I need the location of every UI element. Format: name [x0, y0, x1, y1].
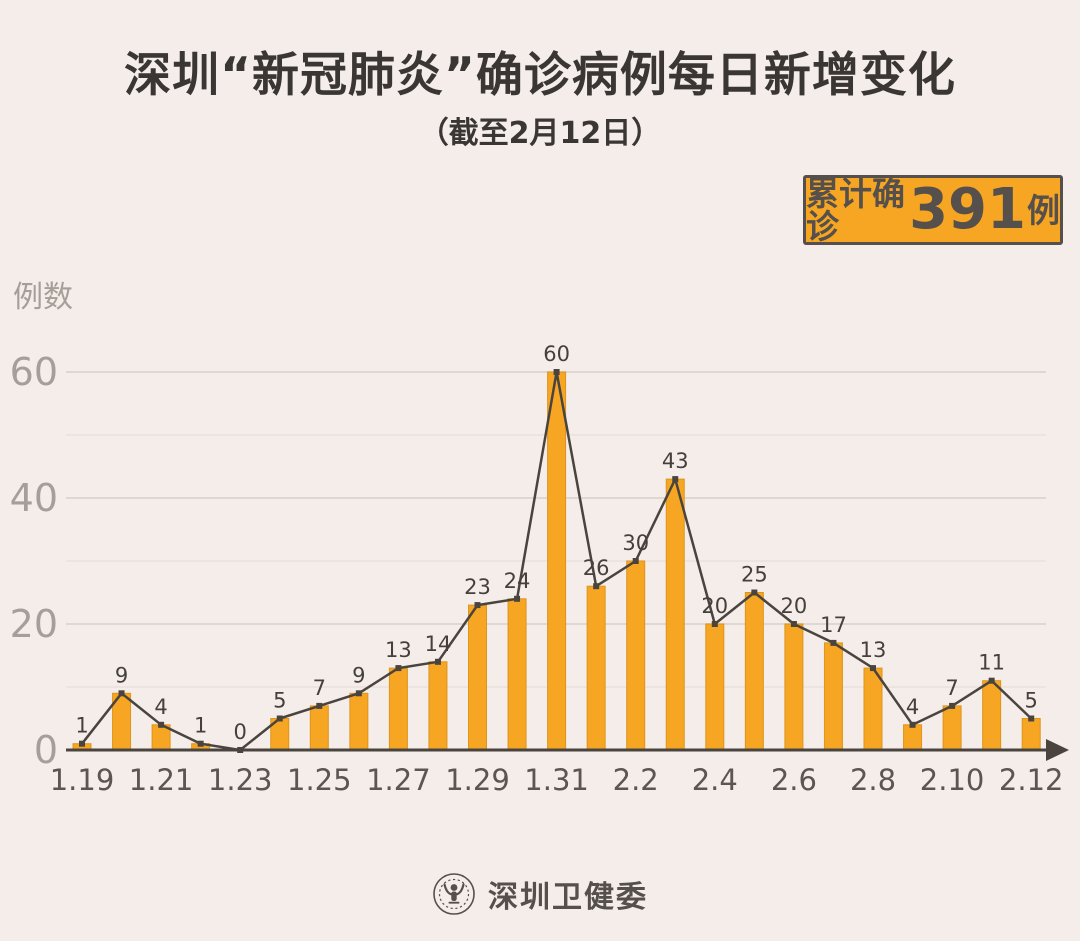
value-label-2.1: 26 [583, 556, 610, 580]
data-point-marker-1.19 [79, 740, 85, 747]
data-point-marker-1.24 [276, 715, 283, 722]
y-tick-label-20: 20 [10, 602, 58, 646]
value-label-2.2: 30 [622, 531, 649, 555]
data-point-marker-1.31 [553, 369, 560, 375]
data-point-marker-2.6 [790, 621, 797, 627]
y-tick-label-40: 40 [10, 476, 58, 520]
bar-1.26 [349, 692, 369, 751]
bar-2.2 [626, 560, 646, 751]
data-point-marker-1.29 [474, 602, 481, 609]
data-point-marker-1.21 [158, 721, 165, 728]
data-point-marker-2.10 [949, 702, 956, 709]
value-label-2.11: 11 [978, 651, 1005, 675]
value-label-2.4: 20 [701, 594, 728, 618]
value-label-1.23: 0 [234, 720, 247, 744]
value-label-2.7: 17 [820, 613, 847, 637]
bar-2.12 [1021, 718, 1041, 751]
data-point-marker-2.4 [711, 621, 718, 627]
data-point-marker-1.26 [355, 690, 362, 697]
footer-source-text: 深圳卫健委 [488, 880, 648, 915]
x-tick-label-1.31: 1.31 [524, 763, 589, 797]
data-point-marker-1.27 [395, 665, 402, 672]
bar-1.27 [388, 667, 408, 751]
value-label-1.30: 24 [504, 569, 531, 593]
x-tick-label-2.6: 2.6 [771, 763, 817, 797]
value-label-2.8: 13 [860, 638, 887, 662]
data-point-marker-2.11 [988, 677, 995, 684]
bar-2.10 [942, 705, 962, 751]
data-point-marker-1.25 [316, 702, 323, 709]
value-label-1.28: 14 [425, 632, 452, 656]
x-tick-label-2.10: 2.10 [920, 763, 985, 797]
data-point-marker-1.20 [118, 690, 125, 697]
y-tick-label-0: 0 [34, 728, 58, 772]
bar-1.28 [428, 661, 448, 751]
page-title: 深圳“新冠肺炎”确诊病例每日新增变化 [124, 48, 956, 103]
data-point-marker-2.7 [830, 639, 837, 646]
value-label-2.12: 5 [1025, 689, 1038, 713]
value-label-1.26: 9 [352, 663, 365, 687]
value-label-2.10: 7 [945, 676, 958, 700]
value-label-1.22: 1 [194, 714, 207, 738]
bar-1.31 [547, 371, 567, 751]
bar-2.7 [823, 642, 843, 751]
y-axis-title: 例数 [13, 280, 73, 315]
bar-2.8 [863, 667, 883, 751]
value-label-2.9: 4 [906, 695, 919, 719]
value-label-2.6: 20 [781, 594, 808, 618]
bar-2.3 [665, 478, 685, 751]
x-tick-label-2.8: 2.8 [850, 763, 896, 797]
x-tick-label-1.21: 1.21 [129, 763, 194, 797]
value-label-1.29: 23 [464, 575, 491, 599]
data-point-marker-2.3 [672, 476, 679, 483]
x-tick-label-1.19: 1.19 [50, 763, 115, 797]
x-tick-label-1.27: 1.27 [366, 763, 431, 797]
value-label-1.24: 5 [273, 689, 286, 713]
x-axis-arrow [1046, 739, 1069, 761]
bar-1.25 [309, 705, 329, 751]
data-point-marker-2.1 [593, 583, 600, 590]
x-tick-label-1.29: 1.29 [445, 763, 510, 797]
shenzhen-health-commission-logo-icon [433, 873, 475, 915]
value-label-2.3: 43 [662, 449, 689, 473]
data-point-marker-1.28 [434, 658, 441, 665]
x-tick-label-2.4: 2.4 [692, 763, 738, 797]
bar-2.5 [744, 592, 764, 751]
badge-prefix: 累计确诊 [806, 174, 905, 246]
x-tick-label-2.2: 2.2 [613, 763, 659, 797]
bar-1.30 [507, 598, 527, 751]
value-label-2.5: 25 [741, 563, 768, 587]
bar-2.4 [705, 623, 725, 751]
badge-number: 391 [909, 177, 1026, 242]
value-label-1.19: 1 [75, 714, 88, 738]
data-point-marker-2.2 [632, 558, 639, 564]
value-label-1.25: 7 [313, 676, 326, 700]
x-tick-label-2.12: 2.12 [999, 763, 1064, 797]
bar-2.11 [982, 680, 1002, 751]
data-point-marker-2.8 [870, 665, 876, 672]
value-label-1.21: 4 [154, 695, 167, 719]
bar-2.6 [784, 623, 804, 751]
bar-2.9 [903, 724, 923, 751]
badge-suffix: 例 [1027, 190, 1060, 230]
x-tick-label-1.23: 1.23 [208, 763, 273, 797]
data-point-marker-1.22 [197, 740, 204, 747]
value-label-1.20: 9 [115, 663, 128, 687]
total-confirmed-badge: 累计确诊 391 例 [803, 175, 1063, 245]
page-subtitle: （截至2月12日） [418, 116, 662, 151]
x-tick-label-1.25: 1.25 [287, 763, 352, 797]
bar-2.1 [586, 585, 606, 751]
y-tick-label-60: 60 [10, 350, 58, 394]
data-point-marker-2.9 [909, 721, 916, 728]
data-point-marker-1.30 [514, 595, 521, 602]
data-point-marker-2.5 [751, 589, 758, 596]
footer: 深圳卫健委 [0, 872, 1080, 916]
value-label-1.31: 60 [543, 342, 570, 366]
bar-1.29 [468, 604, 487, 751]
value-label-1.27: 13 [385, 638, 412, 662]
data-point-marker-2.12 [1028, 715, 1035, 722]
